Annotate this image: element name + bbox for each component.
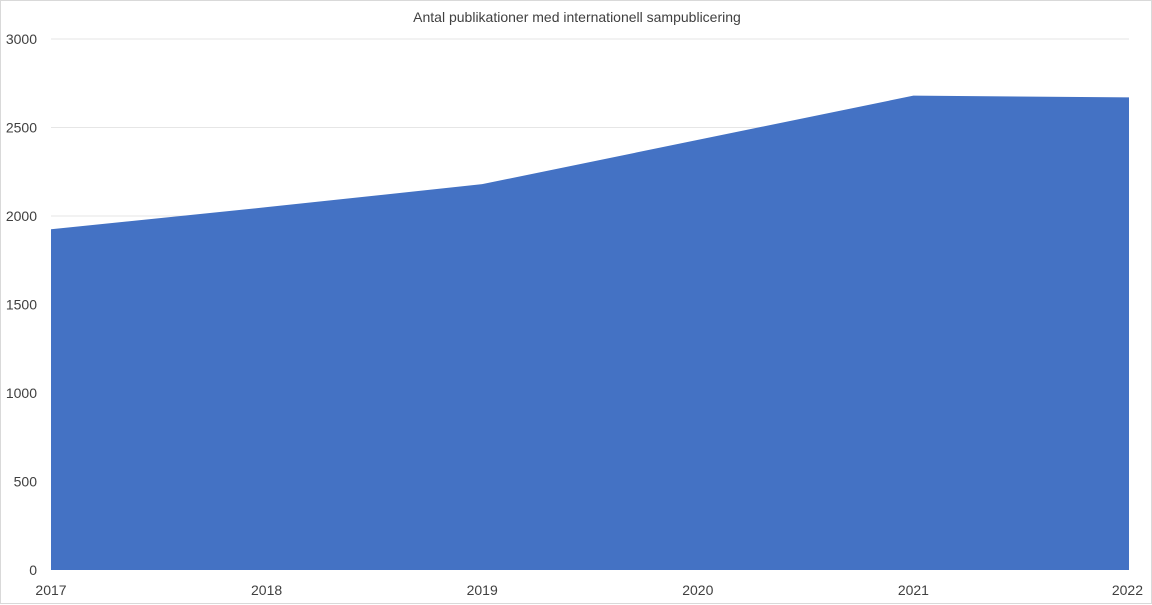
chart-title: Antal publikationer med internationell s… [413, 9, 741, 25]
x-tick-label: 2021 [898, 582, 929, 598]
x-tick-label: 2017 [35, 582, 66, 598]
y-tick-label: 500 [14, 474, 38, 490]
y-tick-label: 2000 [6, 208, 37, 224]
y-tick-label: 3000 [6, 31, 37, 47]
plot-area [51, 95, 1129, 570]
y-tick-label: 1500 [6, 297, 37, 313]
x-tick-label: 2020 [682, 582, 713, 598]
x-axis: 2017 2018 2019 2020 2021 2022 [35, 582, 1143, 598]
y-tick-label: 1000 [6, 385, 37, 401]
x-tick-label: 2019 [467, 582, 498, 598]
y-tick-label: 2500 [6, 120, 37, 136]
x-tick-label: 2018 [251, 582, 282, 598]
y-tick-label: 0 [29, 562, 37, 578]
y-axis: 0 500 1000 1500 2000 2500 3000 [6, 31, 37, 578]
x-tick-label: 2022 [1112, 582, 1143, 598]
area-series [51, 95, 1129, 570]
